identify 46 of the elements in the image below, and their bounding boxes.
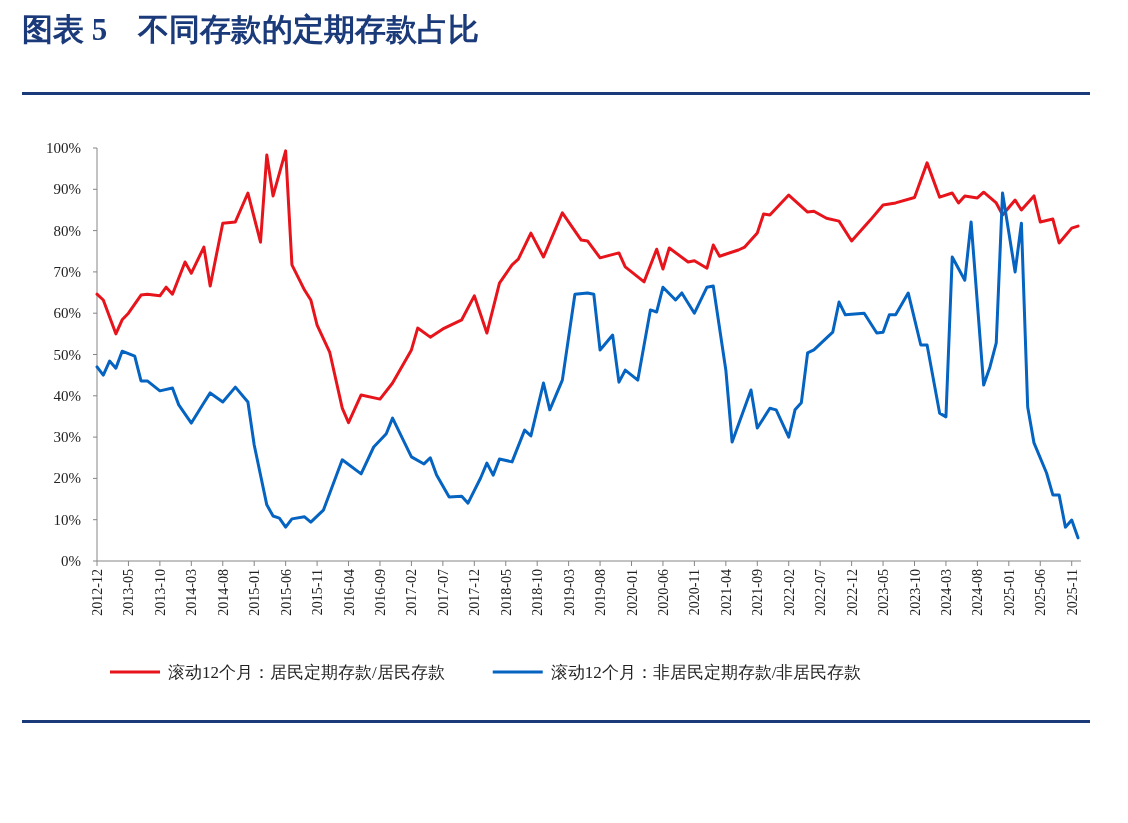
x-tick-label: 2022-07 xyxy=(813,569,829,616)
x-tick-label: 2023-10 xyxy=(907,569,923,616)
y-tick-label: 100% xyxy=(46,140,81,156)
y-tick-label: 60% xyxy=(53,305,81,322)
legend-label: 滚动12个月：非居民定期存款/非居民存款 xyxy=(550,663,862,682)
x-tick-label: 2019-03 xyxy=(561,569,577,616)
x-tick-label: 2012-12 xyxy=(90,569,105,616)
x-tick-label: 2017-12 xyxy=(467,569,483,616)
x-tick-label: 2021-09 xyxy=(750,569,766,616)
x-tick-label: 2014-08 xyxy=(215,569,231,616)
x-tick-label: 2015-01 xyxy=(247,569,263,616)
x-tick-label: 2024-03 xyxy=(938,569,954,616)
y-tick-label: 0% xyxy=(61,553,81,569)
y-tick-label: 40% xyxy=(53,387,81,404)
x-tick-label: 2017-07 xyxy=(435,569,451,616)
y-tick-label: 90% xyxy=(53,181,81,198)
y-tick-label: 50% xyxy=(53,346,81,363)
x-tick-label: 2020-06 xyxy=(655,569,671,616)
x-tick-label: 2013-05 xyxy=(121,569,137,616)
y-tick-label: 30% xyxy=(53,429,81,446)
x-tick-label: 2022-02 xyxy=(781,569,797,616)
x-tick-label: 2019-08 xyxy=(593,569,609,616)
y-tick-label: 70% xyxy=(53,263,81,280)
x-tick-label: 2017-02 xyxy=(404,569,420,616)
x-tick-label: 2025-01 xyxy=(1001,569,1017,616)
legend-label: 滚动12个月：居民定期存款/居民存款 xyxy=(168,663,445,682)
x-tick-label: 2020-11 xyxy=(687,569,703,616)
x-tick-label: 2024-08 xyxy=(970,569,986,616)
x-tick-label: 2014-03 xyxy=(184,569,200,616)
y-tick-label: 80% xyxy=(53,222,81,239)
x-tick-label: 2022-12 xyxy=(844,569,860,616)
x-tick-label: 2015-11 xyxy=(310,569,326,616)
x-tick-label: 2018-10 xyxy=(530,569,546,616)
x-tick-label: 2023-05 xyxy=(876,569,892,616)
x-tick-label: 2013-10 xyxy=(152,569,168,616)
x-tick-label: 2016-04 xyxy=(341,569,357,616)
x-tick-label: 2025-11 xyxy=(1064,569,1080,616)
x-tick-label: 2015-06 xyxy=(278,569,294,616)
x-tick-label: 2018-05 xyxy=(498,569,514,616)
x-tick-label: 2020-01 xyxy=(624,569,640,616)
title: 图表 5 不同存款的定期存款占比 xyxy=(22,12,480,47)
x-tick-label: 2016-09 xyxy=(372,569,388,616)
x-tick-label: 2025-06 xyxy=(1033,569,1049,616)
y-tick-label: 10% xyxy=(53,511,81,528)
x-tick-label: 2021-04 xyxy=(718,569,734,616)
y-tick-label: 20% xyxy=(53,470,81,487)
